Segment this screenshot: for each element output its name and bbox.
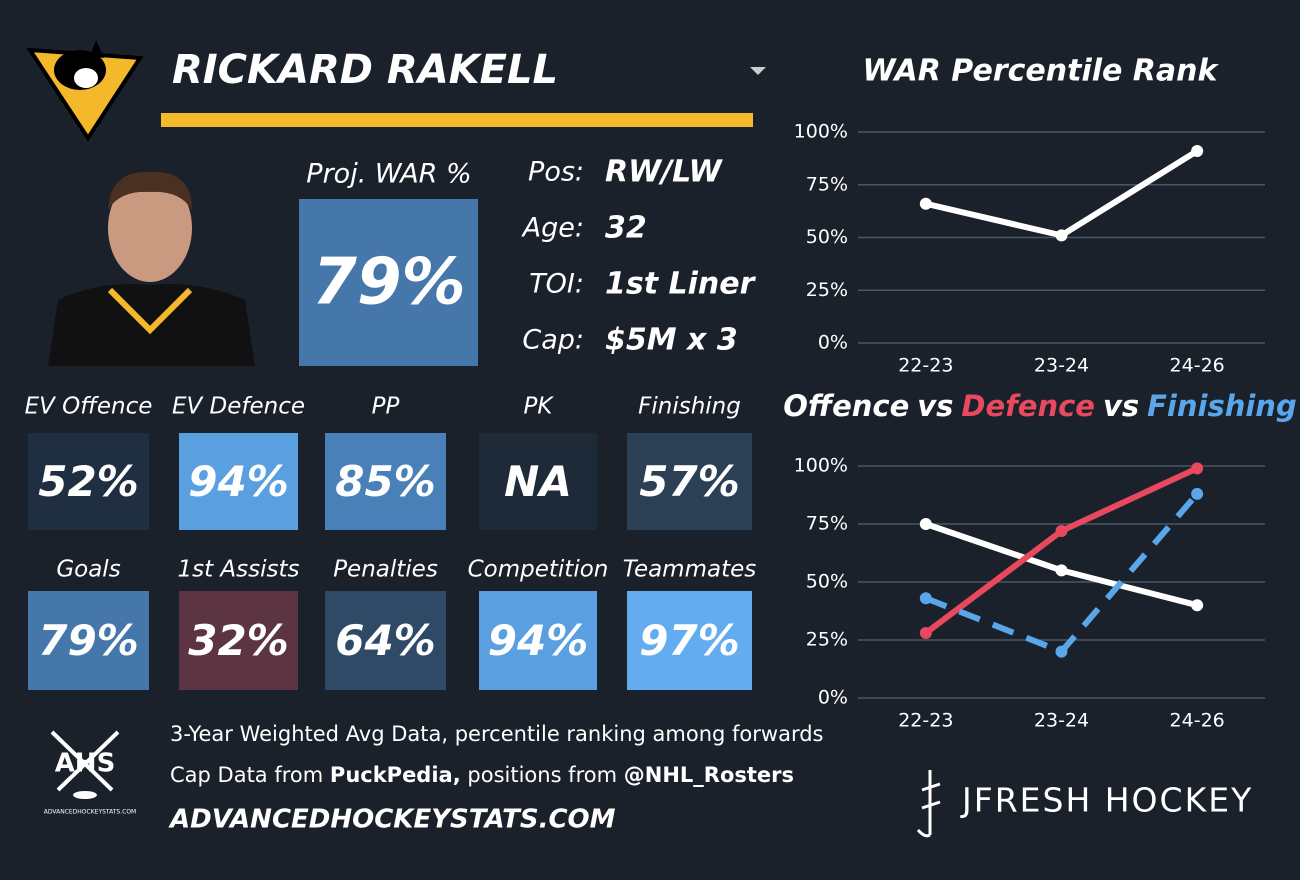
tile-value: 32%: [188, 616, 289, 665]
footer-sources: Cap Data from PuckPedia, positions from …: [170, 763, 794, 787]
data-point: [1055, 229, 1068, 242]
tile-box: [627, 433, 752, 530]
tile-label: PP: [372, 394, 400, 420]
x-tick-label: 22-23: [898, 710, 953, 732]
title-joiner: vs: [1103, 389, 1139, 423]
info-label: TOI:: [529, 269, 584, 300]
tile-box: [28, 591, 149, 690]
tile-value: 57%: [639, 457, 740, 506]
dropdown[interactable]: [750, 67, 766, 75]
tile-value: 85%: [335, 457, 436, 506]
data-point: [1191, 487, 1204, 500]
title-joiner: vs: [917, 389, 953, 423]
x-tick-label: 24-26: [1170, 355, 1225, 377]
tile-label: EV Defence: [172, 394, 305, 420]
info-value: 32: [605, 211, 647, 246]
player-info: Pos: RW/LW Age: 32 TOI: 1st Liner Cap: $5M x 3: [521, 155, 757, 358]
pos-source: @NHL_Rosters: [624, 763, 794, 787]
y-tick-label: 0%: [818, 687, 848, 709]
legend-entry: Offence: [783, 389, 909, 423]
tile-label: Finishing: [638, 394, 741, 420]
tile-box: [627, 591, 752, 690]
y-tick-label: 50%: [806, 226, 848, 248]
site-link[interactable]: ADVANCEDHOCKEYSTATS.COM: [168, 805, 616, 835]
y-tick-label: 25%: [806, 629, 848, 651]
ahs-logo: AHS ADVANCEDHOCKEYSTATS.COM: [44, 730, 136, 816]
chart-title: Offence vs Defence vs Finishing: [783, 389, 1296, 423]
info-label: Age:: [521, 213, 584, 244]
player-photo: [48, 171, 255, 366]
legend-entry: Finishing: [1147, 389, 1297, 423]
tile-value: 94%: [188, 457, 289, 506]
ahs-text: AHS: [55, 749, 116, 779]
proj-box: [299, 199, 478, 366]
tile-box: [28, 433, 149, 530]
player-name: RICKARD RAKELL: [172, 47, 558, 93]
tile-value: 97%: [639, 616, 740, 665]
tile-box: [325, 591, 446, 690]
tile-value: 52%: [38, 457, 139, 506]
tile-label: Goals: [56, 557, 120, 583]
y-tick-label: 75%: [806, 173, 848, 195]
tile-box: [325, 433, 446, 530]
y-tick-label: 50%: [806, 571, 848, 593]
tile-label: EV Offence: [25, 394, 153, 420]
x-tick-label: 24-26: [1170, 710, 1225, 732]
y-tick-label: 25%: [806, 279, 848, 301]
data-point: [919, 592, 932, 605]
proj-value: 79%: [312, 246, 465, 320]
pos-prefix: positions from: [467, 763, 617, 787]
info-label: Cap:: [522, 325, 584, 356]
data-point: [919, 197, 932, 210]
info-value: $5M x 3: [605, 323, 738, 358]
tile-box: [479, 433, 597, 530]
stat-tiles: EV Offence 52% EV Defence 94% PP 85% PK NA Finis…: [25, 394, 757, 690]
tile-value: 64%: [335, 616, 436, 665]
jfresh-logo: JFRESH HOCKEY: [916, 770, 1253, 838]
ahs-subtext: ADVANCEDHOCKEYSTATS.COM: [44, 809, 136, 816]
tile-value: 94%: [488, 616, 589, 665]
tile-label: 1st Assists: [177, 557, 299, 583]
tile-box: [179, 591, 298, 690]
cap-source: PuckPedia,: [330, 763, 461, 787]
jfresh-text: JFRESH HOCKEY: [960, 781, 1253, 820]
charts: WAR Percentile Rank 0% 25% 50% 75% 100% 22-23 2…: [783, 54, 1296, 732]
y-tick-label: 0%: [818, 332, 848, 354]
tile-value: NA: [504, 457, 572, 506]
data-point: [1055, 645, 1068, 658]
y-tick-label: 75%: [806, 513, 848, 535]
tile-label: Competition: [468, 557, 609, 583]
tile-box: [179, 433, 298, 530]
data-point: [1055, 524, 1068, 537]
tile-label: Teammates: [623, 557, 757, 583]
data-point: [919, 518, 932, 530]
team-logo: [26, 40, 144, 142]
legend-entry: Defence: [961, 389, 1095, 423]
cap-prefix: Cap Data from: [170, 763, 323, 787]
tile-label: Penalties: [333, 557, 438, 583]
y-tick-label: 100%: [794, 121, 848, 143]
tile-label: PK: [524, 394, 555, 420]
tile-value: 79%: [38, 616, 139, 665]
data-point: [919, 627, 932, 640]
y-tick-label: 100%: [794, 455, 848, 477]
data-point: [1191, 599, 1204, 612]
data-point: [1191, 144, 1204, 157]
data-point: [1191, 462, 1204, 475]
name-underline: [161, 113, 753, 127]
x-tick-label: 23-24: [1034, 710, 1089, 732]
chart-title: WAR Percentile Rank: [863, 54, 1220, 89]
info-value: 1st Liner: [605, 267, 757, 302]
footer-note: 3-Year Weighted Avg Data, percentile ran…: [170, 722, 824, 746]
data-point: [1055, 564, 1068, 577]
x-tick-label: 23-24: [1034, 355, 1089, 377]
proj-label: Proj. WAR %: [306, 159, 471, 190]
tile-box: [479, 591, 597, 690]
x-tick-label: 22-23: [898, 355, 953, 377]
info-value: RW/LW: [605, 155, 724, 190]
info-label: Pos:: [528, 157, 584, 188]
